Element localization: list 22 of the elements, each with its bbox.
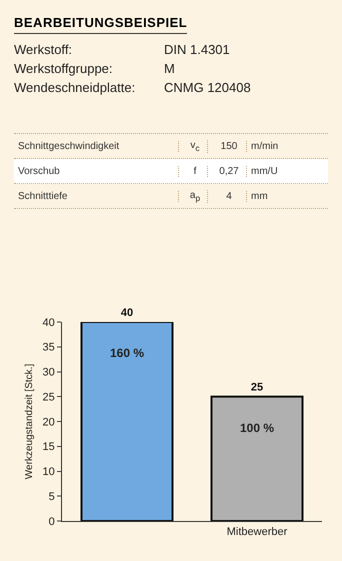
text: Schnitttiefe a$_{p}$ 4 mm [18,190,268,202]
text: Werkstoff: DIN 1.4301 [14,42,230,57]
data-label: 40 [120,307,134,319]
text: Vorschub f 0,27 mm/U [18,166,278,176]
text: Werkstoffgruppe: M [14,61,175,76]
y-tick-label: 40 [42,316,55,329]
annotation: 100 % [240,421,274,435]
text: Wendeschneidplatte: CNMG 120408 [14,80,251,95]
chart-title: BEARBEITUNGSBEISPIEL [14,15,188,34]
y-axis-title: Werkzeugstandzeit [Stck.] [24,364,35,480]
x-tick-label: Mitbewerber [226,526,288,538]
y-tick-label: 0 [48,516,55,528]
y-tick-label: 15 [42,441,55,454]
y-tick-label: 5 [48,490,55,503]
text: Schnittgeschwindigkeit v$_{c}$ 150 m/min [18,140,278,152]
y-tick-label: 25 [42,391,55,404]
annotation: 160 % [110,346,144,360]
y-tick-label: 30 [42,366,55,379]
y-tick-label: 10 [42,466,55,478]
y-tick-label: 20 [42,416,55,428]
y-tick-label: 35 [42,342,55,354]
data-label: 25 [250,382,264,394]
